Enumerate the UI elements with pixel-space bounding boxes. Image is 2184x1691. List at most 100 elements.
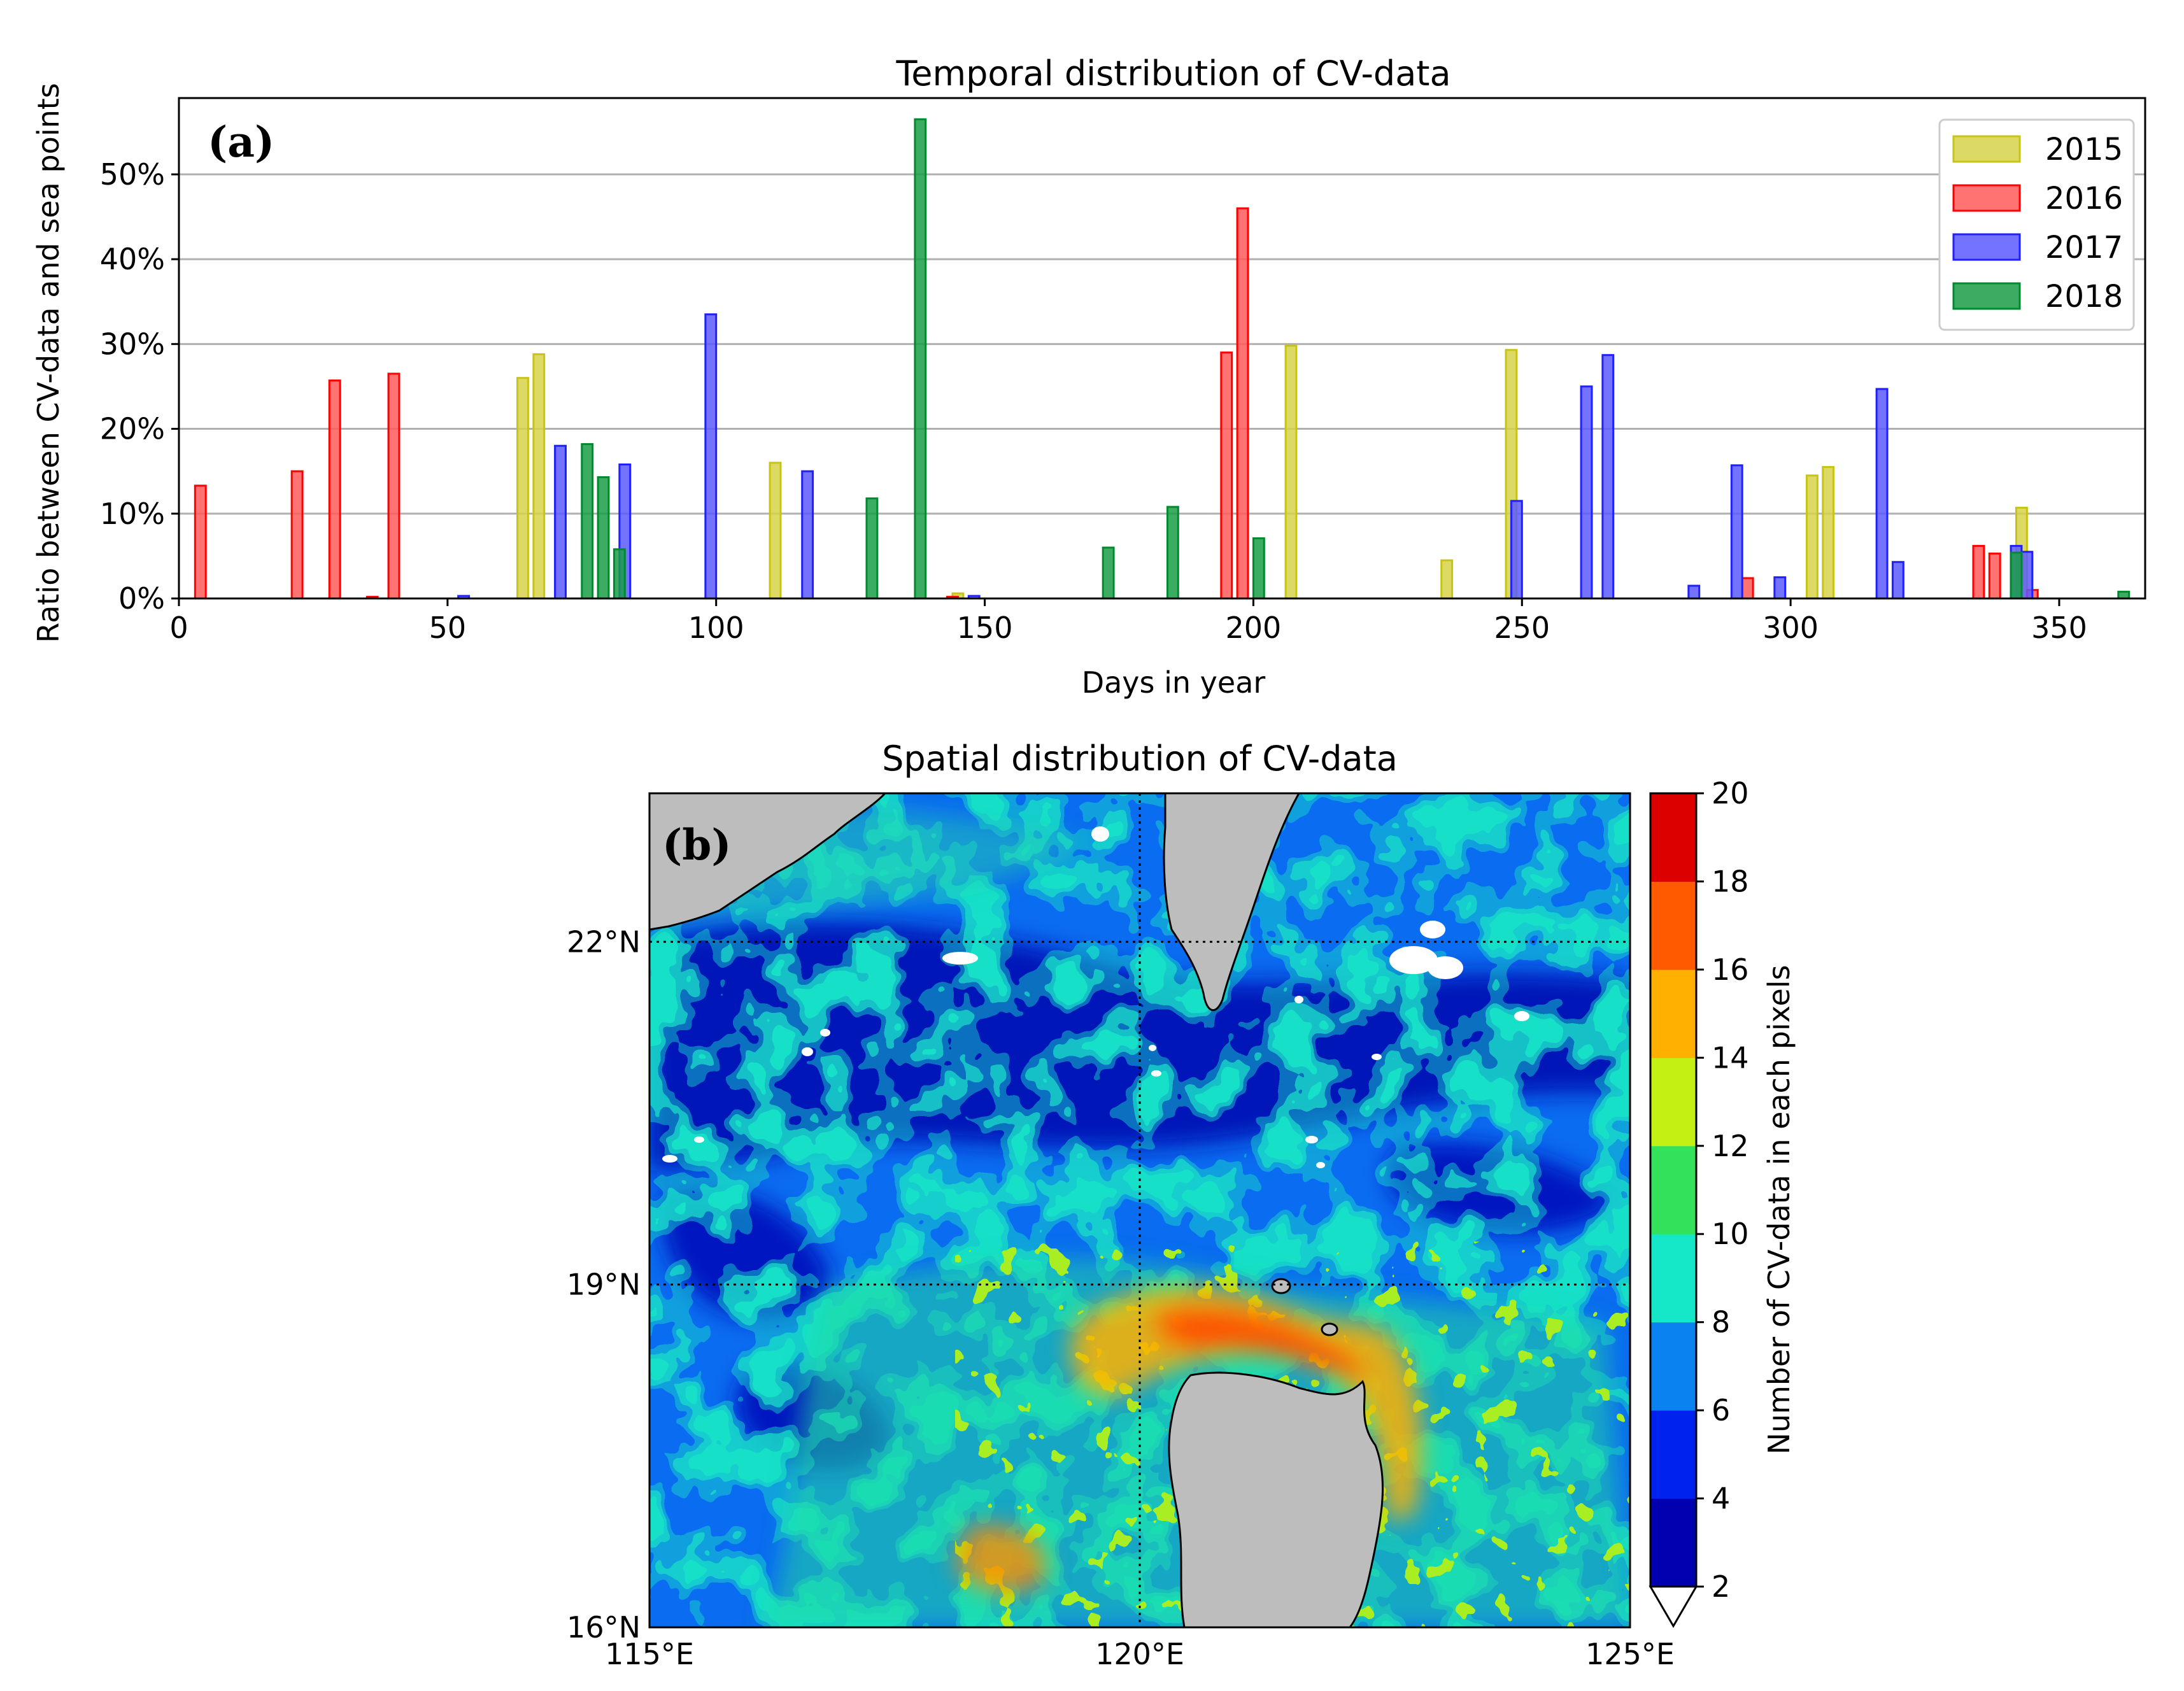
colorbar-tick-label: 8 [1712,1305,1730,1340]
panel-label-a: (a) [208,117,274,167]
bars-temporal [194,118,2131,600]
colorbar-segment-5 [1650,1058,1696,1147]
x-tick-label: 50 [429,611,467,645]
longitude-tick-label: 115°E [605,1637,694,1671]
longitude-tick-label: 120°E [1095,1637,1184,1671]
colorbar-tick-label: 20 [1712,776,1749,810]
bar-2016-day-198 [1236,207,1249,600]
legend-box [1938,118,2135,331]
latitude-ticks: 16°N 19°N 22°N [567,924,641,1645]
y-tick-label: 50% [100,157,165,192]
colorbar-tick-label: 4 [1712,1482,1730,1516]
panel-label-b: (b) [662,820,732,870]
colorbar-segment-8 [1650,793,1696,882]
legend-temporal: 2015 2016 2017 2018 [1938,118,2135,331]
bar-2018-day-79 [597,476,610,600]
field-high-patch-south [955,1525,1047,1593]
plot-frame-temporal [178,97,2146,600]
bar-2017-day-266 [1601,354,1615,600]
legend-label-2018: 2018 [2045,279,2123,315]
land-island-batanes [1321,1322,1338,1336]
land-island-babuyan [1271,1278,1291,1294]
colorbar-segment-6 [1650,969,1696,1058]
colorbar-label: Number of CV-data in each pixels [1762,965,1796,1454]
colorbar-tick-label: 10 [1712,1217,1749,1251]
x-tick-label: 100 [688,611,744,645]
bar-2016-day-335 [1972,544,1985,600]
bar-2018-day-82 [613,548,626,600]
bar-2016-day-22 [290,470,304,600]
x-tick-label: 250 [1494,611,1550,645]
bar-2018-day-185 [1166,506,1179,600]
bar-2016-day-338 [1988,552,2001,600]
bar-2015-day-64 [516,377,529,600]
bar-2016-day-195 [1220,351,1233,600]
map-frame [648,792,1631,1629]
y-tick-label: 0% [118,581,165,616]
y-tick-label: 20% [100,412,165,446]
bar-2018-day-342 [2010,551,2023,600]
bar-2015-day-67 [532,353,546,600]
colorbar-tick-label: 12 [1712,1129,1749,1163]
colorbar-tick-label: 14 [1712,1040,1749,1075]
legend-label-2016: 2016 [2045,181,2123,216]
bar-2017-day-262 [1580,385,1593,600]
bar-2017-day-99 [704,313,718,600]
chart-title-temporal: Temporal distribution of CV-data [895,53,1450,94]
land [649,793,1384,1627]
colorbar-segment-3 [1650,1234,1696,1323]
colorbar-tick-label: 6 [1712,1393,1730,1427]
bar-2016-day-4 [194,485,207,600]
x-tick-label: 200 [1226,611,1282,645]
map-field [649,793,1630,1627]
bar-2018-day-76 [581,443,594,600]
no-data-spots [662,826,1529,1168]
bar-2015-day-207 [1284,344,1298,600]
colorbar-segment-2 [1650,1322,1696,1411]
field-high-arc-core [1156,1306,1369,1382]
colorbar-tick-label: 18 [1712,864,1749,898]
bar-2017-day-290 [1730,464,1743,600]
bar-2018-day-129 [865,497,879,600]
colorbar-segment-1 [1650,1410,1696,1499]
bar-2015-day-307 [1822,466,1835,600]
bar-2018-day-201 [1252,537,1265,600]
bar-2017-day-282 [1687,584,1701,600]
colorbar-tick-label: 16 [1712,952,1749,987]
map-gridlines [649,793,1630,1627]
legend-swatch-2017 [1952,233,2021,261]
land-taiwan [1163,793,1300,1012]
bar-2016-day-292 [1741,577,1754,600]
x-tick-label: 350 [2031,611,2087,645]
field-high-arc [955,1287,1422,1593]
bar-2018-day-173 [1102,546,1115,600]
legend-swatch-2016 [1952,184,2021,212]
bar-2017-day-344 [2020,551,2034,600]
bar-2017-day-117 [801,470,814,600]
y-tick-label: 30% [100,327,165,361]
bar-2015-day-111 [769,462,782,600]
bar-2016-day-40 [387,372,401,600]
legend-label-2017: 2017 [2045,230,2123,265]
bar-2016-day-29 [328,379,341,600]
longitude-ticks: 115°E 120°E 125°E [605,1637,1675,1671]
colorbar-extend-min [1649,1585,1698,1628]
longitude-tick-label: 125°E [1585,1637,1675,1671]
latitude-tick-label: 19°N [567,1268,641,1302]
bar-2017-day-320 [1891,561,1904,600]
bar-2017-day-71 [554,444,567,600]
y-axis-label-temporal: Ratio between CV-data and sea points [31,83,66,643]
colorbar-segment-7 [1650,881,1696,970]
bar-2018-day-138 [914,118,927,600]
bar-2018-day-362 [2117,590,2131,600]
gridlines-temporal [179,173,2145,515]
x-tick-label: 0 [169,611,188,645]
bar-2017-day-249 [1510,500,1523,600]
chart-title-spatial: Spatial distribution of CV-data [882,739,1398,779]
bar-2017-day-317 [1875,388,1889,600]
legend-label-2015: 2015 [2045,132,2123,167]
colorbar-segment-4 [1650,1145,1696,1235]
colorbar: 2 4 6 8 10 12 14 16 18 20 [1649,776,1749,1628]
colorbar-segment-0 [1650,1498,1696,1587]
